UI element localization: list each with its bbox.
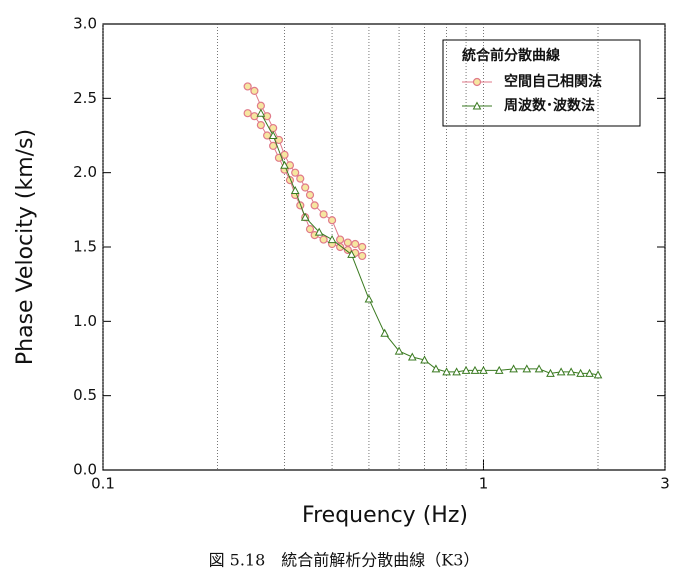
point	[250, 86, 259, 96]
point	[343, 245, 352, 255]
point	[452, 367, 461, 376]
point	[327, 235, 337, 244]
point	[442, 367, 451, 376]
point	[351, 239, 360, 249]
point	[280, 160, 289, 169]
y-tick-label: 0.0	[73, 461, 97, 479]
point	[300, 212, 310, 221]
point	[269, 141, 278, 151]
point	[319, 235, 328, 244]
point	[534, 364, 544, 373]
point	[290, 185, 300, 195]
point	[358, 242, 367, 252]
point	[336, 235, 345, 244]
point	[301, 183, 310, 192]
point	[380, 328, 390, 337]
point	[593, 370, 603, 379]
point	[358, 251, 367, 261]
y-tick-label: 0.5	[73, 386, 97, 404]
y-tick-label: 2.5	[73, 89, 97, 107]
point	[296, 174, 305, 183]
point	[472, 101, 482, 110]
point	[336, 242, 345, 252]
point	[305, 190, 315, 200]
y-tick-label: 2.0	[73, 163, 97, 181]
y-axis-label: Phase Velocity (km/s)	[13, 129, 38, 365]
point	[256, 120, 265, 130]
series-line	[247, 86, 363, 248]
point	[394, 346, 404, 355]
point	[522, 364, 532, 373]
point	[420, 355, 429, 364]
point	[509, 364, 518, 373]
point	[576, 368, 585, 377]
point	[566, 367, 576, 376]
caption: 図 5.18 統合前解析分散曲線（K3）	[209, 551, 480, 570]
point	[472, 77, 482, 87]
point	[256, 108, 266, 117]
point	[243, 109, 252, 118]
point	[314, 227, 324, 236]
point	[256, 101, 265, 110]
series-line	[260, 112, 599, 376]
legend-label: 空間自己相関法	[504, 73, 602, 90]
point	[364, 294, 374, 303]
x-tick-label: 1	[479, 475, 489, 493]
point	[327, 216, 337, 225]
y-tick-label: 3.0	[73, 15, 97, 33]
point	[470, 365, 480, 374]
point	[494, 365, 504, 374]
y-tick-label: 1.5	[73, 238, 97, 256]
point	[546, 368, 555, 377]
point	[585, 368, 594, 377]
point	[431, 364, 441, 373]
point	[556, 367, 566, 376]
point	[347, 249, 356, 258]
point	[243, 82, 252, 91]
point	[274, 135, 284, 145]
legend-label: 周波数･波数法	[504, 97, 595, 114]
point	[319, 210, 328, 219]
point	[343, 238, 352, 247]
x-tick-label: 0.1	[91, 475, 115, 493]
point	[268, 130, 278, 139]
y-tick-label: 1.0	[73, 312, 97, 330]
x-tick-label: 3	[660, 475, 670, 493]
point	[407, 352, 417, 361]
point	[263, 131, 272, 140]
point	[461, 365, 471, 374]
point	[479, 365, 488, 374]
point	[305, 225, 315, 234]
x-axis-label: Frequency (Hz)	[302, 503, 468, 528]
legend-title: 統合前分散曲線	[462, 47, 560, 64]
point	[291, 168, 300, 177]
point	[310, 201, 319, 210]
